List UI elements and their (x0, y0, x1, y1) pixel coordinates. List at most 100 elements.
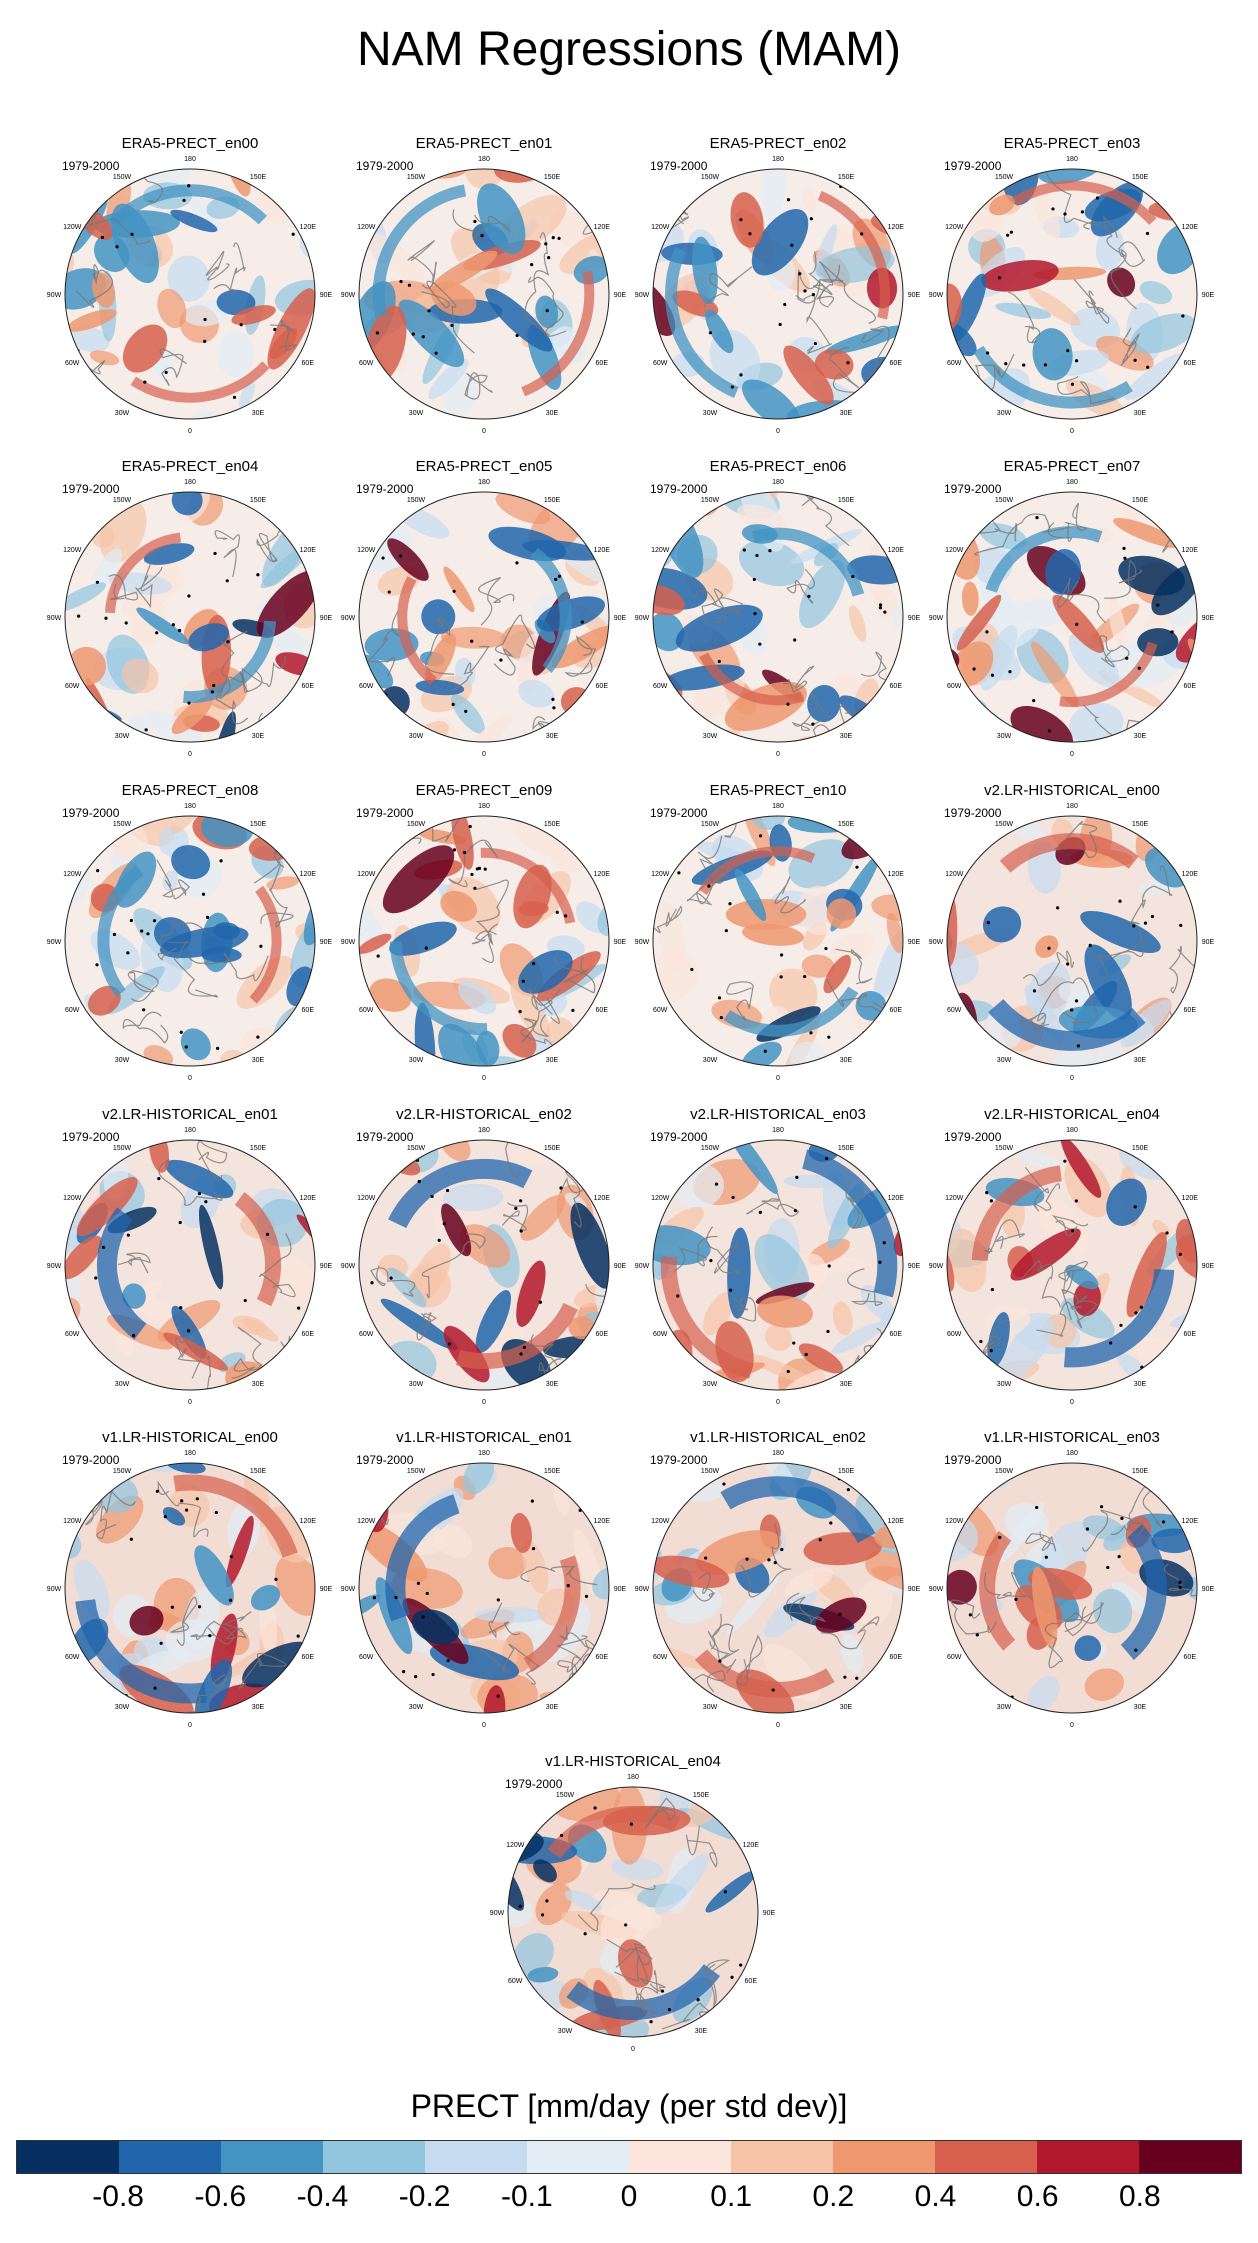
lon-label: 30E (1134, 733, 1147, 740)
polar-map: 180 150E 120E 90E 60E 30E 0 30W 60W 90W 120W 150W (341, 479, 627, 758)
lon-label: 60E (1184, 1331, 1197, 1338)
lon-label: 30W (997, 410, 1012, 417)
lon-label: 150E (544, 174, 561, 181)
map-panel: v2.LR-HISTORICAL_en02 180 150E 120E 90E 60E 30… (339, 1106, 629, 1406)
lon-label: 90W (47, 939, 62, 946)
lon-label: 90W (47, 1586, 62, 1593)
polar-map: 180 150E 120E 90E 60E 30E 0 30W 60W 90W 120W 150W (929, 479, 1215, 758)
lon-label: 120W (945, 1195, 964, 1202)
polar-map: 180 150E 120E 90E 60E 30E 0 30W 60W 90W 120W 150W (47, 1450, 333, 1729)
lon-label: 60W (65, 1331, 80, 1338)
lon-label: 60W (65, 1007, 80, 1014)
lon-label: 120W (357, 224, 376, 231)
lon-label: 90E (320, 292, 333, 299)
panel-title: ERA5-PRECT_en08 (121, 782, 259, 799)
map-panel: v1.LR-HISTORICAL_en02 180 150E 120E 90E 60E 30… (633, 1429, 923, 1729)
lon-label: 90W (929, 1586, 944, 1593)
lon-label: 150E (544, 497, 561, 504)
lon-label: 90E (320, 1263, 333, 1270)
lon-label: 60E (890, 1654, 903, 1661)
panel-title: v1.LR-HISTORICAL_en00 (102, 1429, 278, 1446)
map-panel: ERA5-PRECT_en05 180 150E 120E 90E 60E 30E 0 30W 6… (339, 458, 629, 758)
panel-title: v2.LR-HISTORICAL_en02 (396, 1106, 572, 1123)
lon-label: 90E (908, 1586, 921, 1593)
lon-label: 120W (945, 871, 964, 878)
colorbar-tick-label: 0.1 (710, 2180, 753, 2213)
lon-label: 60E (302, 1007, 315, 1014)
map-panel: v2.LR-HISTORICAL_en00 180 150E 120E 90E 60E 30… (927, 782, 1217, 1082)
lon-label: 30E (546, 1704, 559, 1711)
lon-label: 0 (188, 1075, 192, 1082)
panel-title: ERA5-PRECT_en09 (415, 782, 553, 799)
polar-map: 180 150E 120E 90E 60E 30E 0 30W 60W 90W 120W 150W (47, 803, 333, 1082)
lon-label: 150W (407, 1145, 426, 1152)
lon-label: 120W (63, 1518, 82, 1525)
lon-label: 120E (300, 1195, 317, 1202)
panel-title: ERA5-PRECT_en07 (1003, 458, 1141, 475)
map-panel: ERA5-PRECT_en08 180 150E 120E 90E 60E 30E 0 30W 6… (45, 782, 335, 1082)
colorbar-segment (425, 2141, 527, 2173)
lon-label: 0 (482, 1075, 486, 1082)
lon-label: 90E (320, 615, 333, 622)
lon-label: 180 (478, 1127, 490, 1134)
colorbar-tick-label: 0.2 (812, 2180, 855, 2213)
panel-title: v1.LR-HISTORICAL_en04 (545, 1753, 721, 1770)
colorbar-tick-label: 0.8 (1118, 2180, 1161, 2213)
map-panel: ERA5-PRECT_en09 180 150E 120E 90E 60E 30E 0 30W 6… (339, 782, 629, 1082)
panel-period: 1979-2000 (356, 806, 414, 820)
colorbar-tick-label: -0.6 (194, 2180, 247, 2213)
lon-label: 60E (302, 1654, 315, 1661)
panel-title: v1.LR-HISTORICAL_en02 (690, 1429, 866, 1446)
lon-label: 90W (47, 292, 62, 299)
lon-label: 0 (776, 428, 780, 435)
lon-label: 30W (703, 1381, 718, 1388)
colorbar-segment (119, 2141, 221, 2173)
panel-title: ERA5-PRECT_en02 (709, 135, 847, 152)
lon-label: 90E (614, 1263, 627, 1270)
lon-label: 30W (115, 410, 130, 417)
lon-label: 180 (772, 1127, 784, 1134)
lon-label: 120E (1182, 547, 1199, 554)
lon-label: 180 (184, 1450, 196, 1457)
panel-period: 1979-2000 (62, 159, 120, 173)
panel-title: ERA5-PRECT_en03 (1003, 135, 1141, 152)
lon-label: 150W (407, 821, 426, 828)
panel-period: 1979-2000 (650, 159, 708, 173)
lon-label: 60E (1184, 1007, 1197, 1014)
lon-label: 60E (596, 360, 609, 367)
lon-label: 120E (1182, 1518, 1199, 1525)
lon-label: 90E (614, 1586, 627, 1593)
lon-label: 90E (1202, 939, 1215, 946)
lon-label: 180 (1066, 1450, 1078, 1457)
lon-label: 120E (594, 871, 611, 878)
lon-label: 120E (743, 1842, 760, 1849)
lon-label: 30W (997, 1057, 1012, 1064)
colorbar-tick-label: -0.2 (398, 2180, 451, 2213)
panel-title: v2.LR-HISTORICAL_en00 (984, 782, 1160, 799)
lon-label: 180 (772, 479, 784, 486)
lon-label: 150E (1132, 174, 1149, 181)
colorbar-tick-label: -0.4 (296, 2180, 349, 2213)
lon-label: 150W (995, 821, 1014, 828)
lon-label: 30E (546, 1381, 559, 1388)
colorbar-segment (527, 2141, 629, 2173)
lon-label: 120E (1182, 1195, 1199, 1202)
colorbar-segment (935, 2141, 1037, 2173)
lon-label: 150E (544, 821, 561, 828)
lon-label: 60W (508, 1978, 523, 1985)
lon-label: 120W (945, 1518, 964, 1525)
panel-period: 1979-2000 (356, 1130, 414, 1144)
lon-label: 60E (745, 1978, 758, 1985)
colorbar (16, 2140, 1242, 2174)
lon-label: 90W (635, 1586, 650, 1593)
lon-label: 30W (703, 410, 718, 417)
lon-label: 90W (929, 292, 944, 299)
lon-label: 60W (947, 360, 962, 367)
panel-period: 1979-2000 (62, 806, 120, 820)
lon-label: 150E (544, 1145, 561, 1152)
panel-period: 1979-2000 (650, 1453, 708, 1467)
lon-label: 90E (614, 615, 627, 622)
lon-label: 120E (300, 224, 317, 231)
lon-label: 0 (482, 1399, 486, 1406)
panel-title: ERA5-PRECT_en05 (415, 458, 553, 475)
